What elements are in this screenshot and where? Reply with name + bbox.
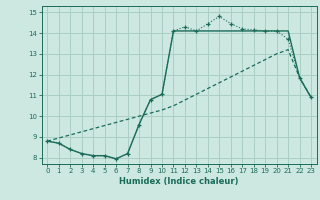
X-axis label: Humidex (Indice chaleur): Humidex (Indice chaleur) <box>119 177 239 186</box>
